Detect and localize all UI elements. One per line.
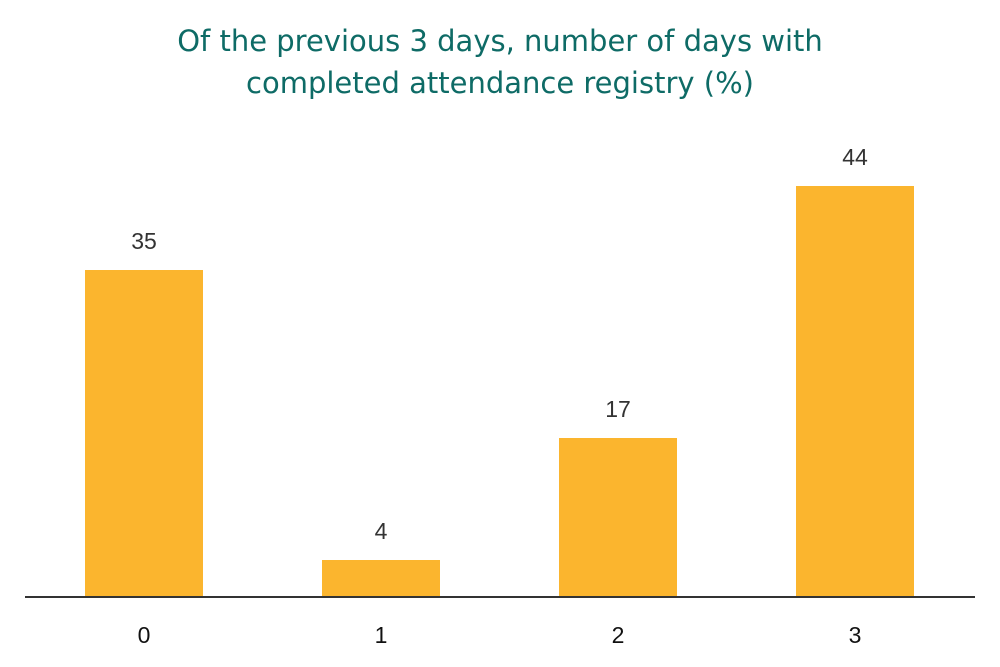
bar-1: [322, 560, 440, 597]
x-axis-line: [25, 596, 975, 598]
x-tick-label: 0: [137, 622, 151, 648]
chart-title-line-1: Of the previous 3 days, number of days w…: [177, 24, 823, 58]
chart-title-line-2: completed attendance registry (%): [246, 66, 754, 100]
x-tick-label: 2: [611, 622, 625, 648]
bar-3: [796, 186, 914, 597]
data-label: 44: [842, 144, 868, 170]
bar-2: [559, 438, 677, 597]
data-label: 17: [605, 396, 631, 422]
x-tick-label: 3: [848, 622, 862, 648]
chart-title: Of the previous 3 days, number of days w…: [0, 20, 1000, 104]
data-label: 4: [374, 518, 388, 544]
x-tick-label: 1: [374, 622, 388, 648]
data-label: 35: [131, 228, 157, 254]
bar-0: [85, 270, 203, 597]
